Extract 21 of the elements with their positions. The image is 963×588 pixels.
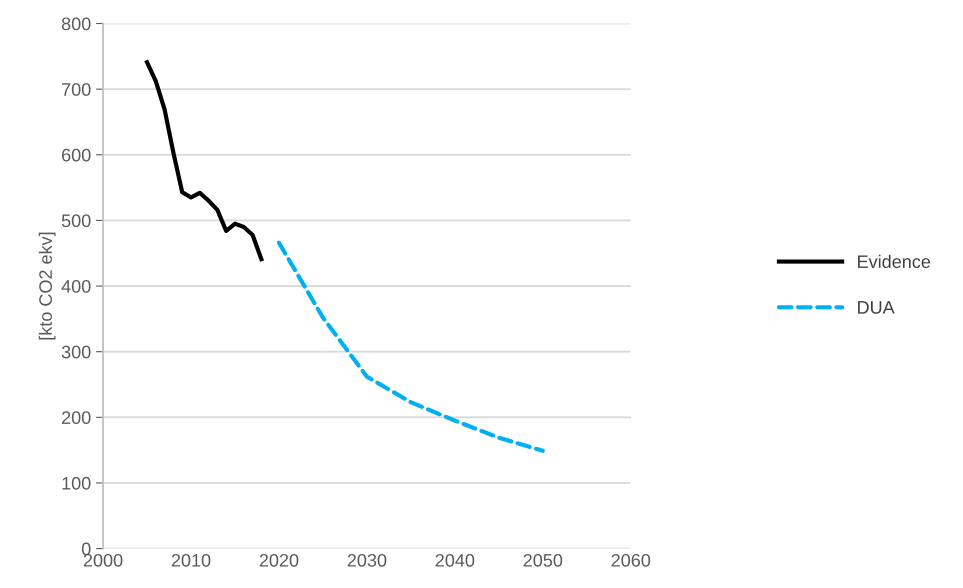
y-tick-label: 500 [62,214,91,228]
line-series [276,240,545,453]
x-tick-label: 2060 [612,554,650,567]
y-tick-label: 700 [62,83,91,96]
x-tick-label: 2010 [172,554,210,567]
y-axis-title: [kto CO2 ekv] [38,232,56,340]
x-tick-label: 2000 [84,554,122,567]
y-tick-label: 0 [82,542,91,556]
y-tick-label: 800 [62,17,91,30]
y-tick-label: 100 [62,476,91,490]
y-tick-label: 300 [62,346,91,358]
y-tick-label: 600 [62,148,91,162]
y-tick-label: 400 [62,280,91,293]
x-tick-label: 2040 [436,554,474,567]
legend-label: Evidence [858,254,930,268]
x-tick-label: 2030 [348,554,386,567]
x-tick-label: 2020 [260,554,298,567]
y-tick-label: 200 [62,411,91,424]
line-series [144,60,264,262]
legend-label: DUA [858,301,895,314]
x-tick-label: 2050 [524,554,562,567]
